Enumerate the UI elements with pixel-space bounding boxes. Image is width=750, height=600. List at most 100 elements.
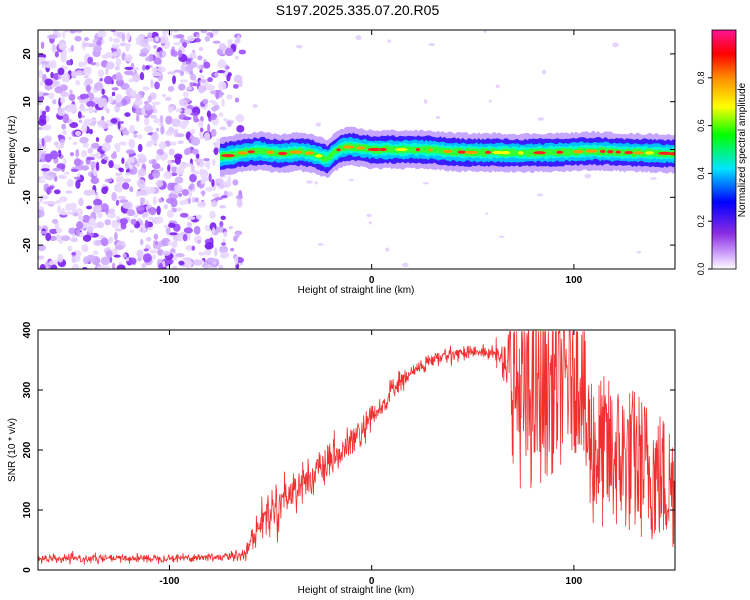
noise-blob: [192, 49, 196, 54]
noise-blob: [137, 143, 143, 153]
noise-blob: [134, 98, 143, 106]
noise-blob: [52, 167, 61, 172]
y-tick-label: 400: [22, 321, 33, 338]
y-tick-label: 10: [22, 96, 33, 108]
noise-blob: [139, 72, 145, 81]
noise-blob: [130, 218, 137, 225]
noise-blob: [101, 186, 108, 195]
noise-blob: [63, 157, 67, 166]
noise-blob: [74, 35, 82, 42]
noise-blob: [193, 113, 198, 123]
noise-blob: [177, 192, 183, 198]
colorbar-ticks: 0.0 0.2 0.4 0.6 0.8: [696, 72, 712, 276]
noise-blob: [217, 59, 227, 69]
noise-blob: [137, 179, 146, 189]
noise-blob: [205, 186, 214, 192]
noise-blob: [147, 95, 152, 103]
noise-blob: [77, 61, 87, 68]
noise-blob: [55, 228, 63, 234]
noise-blob: [87, 118, 97, 122]
noise-blob: [163, 171, 173, 180]
noise-blob: [71, 251, 77, 256]
noise-blob: [148, 206, 157, 216]
noise-blob: [71, 71, 77, 78]
noise-blob: [184, 64, 194, 72]
noise-blob: [235, 195, 244, 200]
trace-peak: [379, 147, 387, 152]
noise-blob: [94, 82, 104, 91]
noise-blob: [67, 245, 73, 252]
noise-blob: [186, 35, 196, 42]
noise-blob: [194, 158, 203, 163]
noise-blob: [92, 97, 99, 104]
noise-blob: [113, 231, 118, 241]
noise-blob: [172, 50, 178, 57]
noise-blob: [80, 108, 89, 112]
noise-blob: [151, 131, 159, 141]
noise-blob: [137, 153, 146, 159]
noise-blob: [200, 30, 208, 34]
noise-blob: [57, 205, 62, 214]
colorbar-gradient: [711, 29, 737, 270]
noise-blob: [73, 176, 81, 180]
noise-blob: [125, 43, 132, 48]
signal-trace: [220, 126, 675, 179]
noise-blob: [68, 47, 72, 53]
noise-blob: [190, 112, 199, 116]
noise-blob: [159, 35, 169, 44]
noise-blob: [152, 169, 161, 179]
noise-blob: [184, 108, 193, 115]
noise-blob: [155, 127, 160, 132]
noise-blob: [61, 72, 70, 82]
noise-blob: [45, 232, 52, 242]
noise-blob: [171, 118, 181, 127]
noise-speck: [317, 243, 324, 246]
noise-blob: [198, 251, 206, 256]
noise-blob: [196, 200, 207, 208]
y-tick-label: 20: [22, 48, 33, 60]
noise-blob: [117, 121, 121, 130]
noise-blob: [211, 158, 216, 167]
noise-blob: [178, 83, 186, 91]
noise-blob: [156, 153, 160, 161]
noise-blob: [113, 254, 121, 258]
trace-peak: [266, 150, 275, 154]
noise-blob: [70, 237, 78, 243]
noise-blob: [139, 197, 146, 203]
noise-blob: [123, 178, 132, 183]
noise-blob: [54, 86, 63, 94]
noise-blob: [93, 198, 103, 207]
noise-blob: [236, 125, 245, 133]
noise-blob: [161, 50, 167, 58]
noise-blob: [82, 42, 91, 47]
noise-blob: [97, 265, 107, 269]
noise-blob: [234, 97, 240, 103]
noise-blob: [209, 90, 218, 95]
noise-blob: [147, 32, 153, 38]
noise-blob: [106, 61, 115, 70]
noise-blob: [152, 44, 158, 49]
noise-blob: [189, 82, 194, 87]
trace-peak: [572, 150, 584, 154]
snr-x-label: Height of straight line (km): [298, 585, 415, 596]
noise-blob: [65, 190, 73, 194]
noise-blob: [119, 218, 128, 225]
noise-blob: [125, 149, 135, 155]
noise-speck: [368, 221, 372, 225]
noise-blob: [41, 164, 51, 169]
trace-peak: [367, 147, 381, 152]
colorbar-tick-label: 0.0: [696, 263, 706, 276]
trace-peak: [599, 149, 606, 153]
noise-blob: [100, 256, 110, 266]
noise-blob: [78, 197, 84, 206]
noise-blob: [185, 162, 193, 167]
noise-blob: [116, 72, 122, 77]
noise-blob: [167, 182, 175, 191]
noise-blob: [185, 264, 190, 269]
noise-blob: [223, 117, 228, 122]
y-tick-label: 100: [22, 501, 33, 518]
noise-blob: [220, 253, 228, 259]
noise-blob: [145, 236, 152, 242]
noise-blob: [38, 91, 44, 97]
